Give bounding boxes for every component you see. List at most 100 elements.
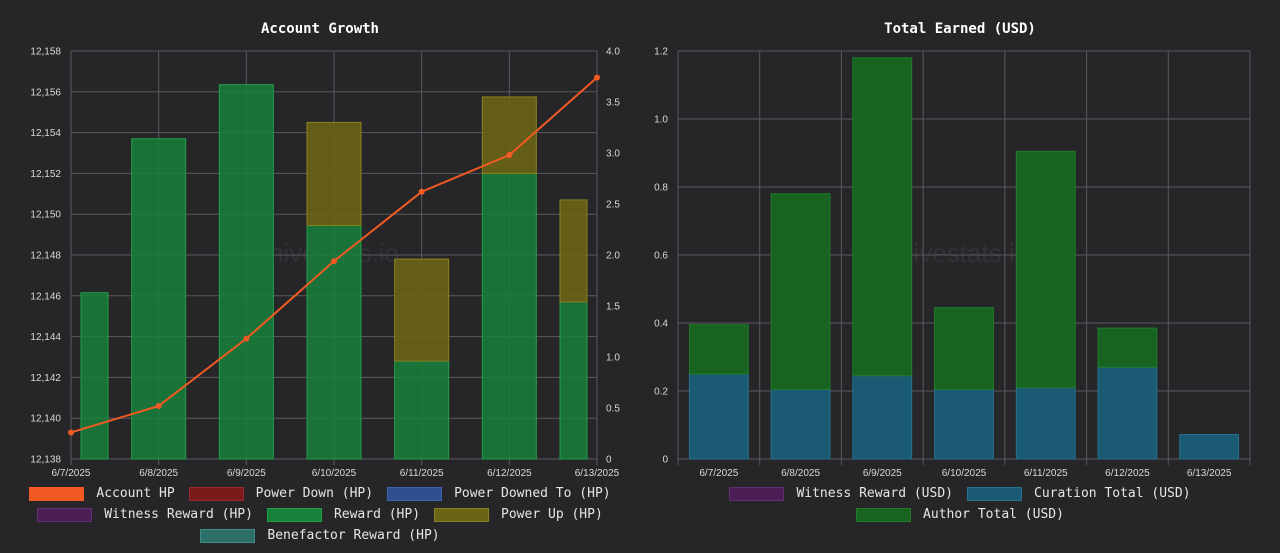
legend-reward[interactable]: Reward (HP) <box>266 507 421 522</box>
legend-swatch-curation-total <box>967 486 1022 501</box>
x-tick-label: 6/13/2025 <box>1187 468 1232 479</box>
legend-swatch-witness-reward-usd <box>729 486 785 501</box>
x-tick-label: 6/11/2025 <box>400 468 444 479</box>
y-left-tick-label: 12,156 <box>30 87 61 98</box>
bar-curation-total <box>688 373 749 460</box>
y-right-tick-label: 2.5 <box>606 200 620 211</box>
y-right-tick-label: 3.5 <box>606 98 620 109</box>
legend-power-down[interactable]: Power Down (HP) <box>188 486 374 501</box>
bar-reward-hp <box>394 360 450 460</box>
legend-author-total[interactable]: Author Total (USD) <box>856 507 1064 522</box>
x-tick-label: 6/10/2025 <box>942 468 987 479</box>
bar-author-total <box>852 57 913 377</box>
point-account-hp <box>418 188 425 195</box>
bar-curation-total <box>934 388 994 460</box>
bar-power-up-hp <box>481 96 537 174</box>
bar-reward-hp <box>80 292 109 460</box>
y-tick-label: 1.2 <box>654 47 668 58</box>
x-tick-label: 6/7/2025 <box>52 468 91 479</box>
bar-curation-total <box>852 375 913 460</box>
account-growth-chart: hivestats.io12,13812,14012,14212,14412,1… <box>30 47 620 480</box>
account-growth-title: Account Growth <box>260 21 379 37</box>
legend-label: Witness Reward (USD) <box>796 486 953 501</box>
y-right-tick-label: 1.5 <box>606 302 620 313</box>
legend-label: Power Downed To (HP) <box>454 486 611 501</box>
bar-curation-total <box>1015 387 1076 460</box>
x-tick-label: 6/8/2025 <box>139 468 178 479</box>
watermark: hivestats.io <box>899 238 1029 268</box>
legend-label: Power Up (HP) <box>501 507 603 522</box>
legend-swatch-author-total <box>856 507 912 522</box>
legend-label: Reward (HP) <box>333 507 421 522</box>
bar-author-total <box>1097 327 1158 368</box>
y-right-tick-label: 0 <box>606 455 612 466</box>
legend-witness-reward-usd[interactable]: Witness Reward (USD) <box>729 486 953 501</box>
y-tick-label: 0.6 <box>654 251 668 262</box>
total-earned-panel: hivestats.io 0 0.2 0.4 0.6 0.8 1.0 1.2 6/7/2025 6… <box>640 0 1280 553</box>
bar-reward-hp <box>481 172 537 460</box>
x-tick-label: 6/9/2025 <box>227 468 266 479</box>
bar-power-up-hp <box>559 199 588 303</box>
y-left-tick-label: 12,154 <box>30 128 61 139</box>
account-growth-panel: hivestats.io12,13812,14012,14212,14412,1… <box>29 21 620 543</box>
legend-power-downed-to[interactable]: Power Downed To (HP) <box>387 486 611 501</box>
legend-curation-total[interactable]: Curation Total (USD) <box>967 486 1191 501</box>
bar-reward-hp <box>559 301 588 460</box>
y-tick-label: 0 <box>662 455 668 466</box>
legend-label: Witness Reward (HP) <box>104 507 253 522</box>
y-left-tick-label: 12,152 <box>30 169 61 180</box>
y-tick-label: 1.0 <box>654 115 668 126</box>
x-tick-label: 6/10/2025 <box>312 468 357 479</box>
x-tick-label: 6/8/2025 <box>781 468 820 479</box>
legend-label: Author Total (USD) <box>923 507 1064 522</box>
point-account-hp <box>68 429 74 436</box>
legend-label: Power Down (HP) <box>255 486 374 501</box>
legend-swatch-witness-reward <box>37 507 93 522</box>
legend-swatch-benefactor-reward <box>200 528 256 543</box>
legend-swatch-power-down <box>188 486 244 501</box>
legend-witness-reward[interactable]: Witness Reward (HP) <box>37 507 253 522</box>
bar-reward-hp <box>218 84 274 460</box>
x-tick-label: 6/7/2025 <box>699 468 738 479</box>
x-tick-label: 6/11/2025 <box>1024 468 1068 479</box>
y-right-tick-label: 0.5 <box>606 404 620 415</box>
legend-label: Account HP <box>96 486 175 501</box>
y-left-tick-label: 12,146 <box>30 291 61 302</box>
point-account-hp <box>243 335 250 342</box>
legend-swatch-account-hp <box>29 486 85 501</box>
y-right-tick-label: 2.0 <box>606 251 620 262</box>
legend-power-up[interactable]: Power Up (HP) <box>434 507 603 522</box>
legend-label: Curation Total (USD) <box>1034 486 1191 501</box>
legend-swatch-power-up <box>434 507 490 522</box>
bar-curation-total <box>1097 366 1158 460</box>
y-tick-label: 0.8 <box>654 183 668 194</box>
bar-reward-hp <box>306 224 362 460</box>
x-tick-label: 6/9/2025 <box>863 468 902 479</box>
y-left-tick-label: 12,140 <box>30 414 61 425</box>
total-earned-title: Total Earned (USD) <box>884 21 1036 37</box>
bar-curation-total <box>1179 434 1240 460</box>
point-account-hp <box>155 402 162 409</box>
bar-author-total <box>934 307 994 390</box>
x-tick-label: 6/12/2025 <box>487 468 532 479</box>
bar-author-total <box>1015 150 1076 389</box>
x-tick-label: 6/13/2025 <box>575 468 620 479</box>
y-tick-label: 0.2 <box>654 387 668 398</box>
bar-author-total <box>770 193 831 390</box>
point-account-hp <box>331 258 337 265</box>
y-left-tick-label: 12,148 <box>30 251 61 262</box>
point-account-hp <box>506 152 513 159</box>
y-right-tick-label: 4.0 <box>606 47 620 58</box>
bar-power-up-hp <box>306 121 362 226</box>
total-earned-chart: hivestats.io 0 0.2 0.4 0.6 0.8 1.0 1.2 6/7/2025 6… <box>654 47 1251 479</box>
legend-label: Benefactor Reward (HP) <box>267 528 440 543</box>
legend-account-hp[interactable]: Account HP <box>29 486 175 501</box>
bar-author-total <box>688 324 749 375</box>
legend-benefactor-reward[interactable]: Benefactor Reward (HP) <box>200 528 440 543</box>
x-tick-label: 6/12/2025 <box>1105 468 1150 479</box>
y-left-tick-label: 12,158 <box>30 47 61 58</box>
y-left-tick-label: 12,142 <box>30 373 61 384</box>
legend-swatch-reward <box>266 507 322 522</box>
y-left-tick-label: 12,138 <box>30 455 61 466</box>
bar-power-up-hp <box>394 258 450 362</box>
